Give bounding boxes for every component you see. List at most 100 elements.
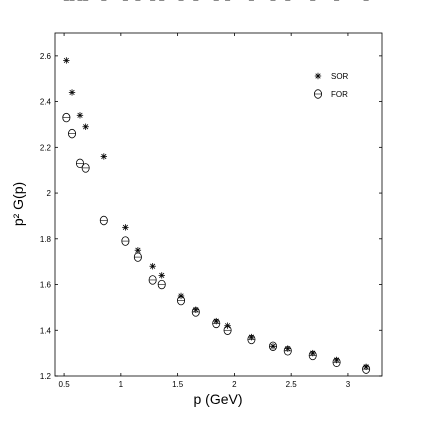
data-point-sor xyxy=(134,0,142,254)
data-point-for xyxy=(212,318,221,329)
circle-marker xyxy=(148,275,157,285)
data-point-for xyxy=(99,215,108,226)
circle-marker xyxy=(177,295,186,306)
circle-marker xyxy=(212,318,221,329)
legend: SOR FOR xyxy=(313,72,349,99)
x-axis-title: p (GeV) xyxy=(193,391,242,407)
circle-marker xyxy=(68,128,77,139)
legend-marker-sor xyxy=(314,72,322,80)
data-point-for xyxy=(223,325,232,335)
data-point-for xyxy=(157,279,166,290)
data-point-for xyxy=(81,163,90,173)
legend-label-for: FOR xyxy=(331,90,348,99)
data-point-sor xyxy=(213,0,220,325)
star-stroke xyxy=(69,89,75,96)
data-point-sor xyxy=(269,0,277,350)
star-stroke xyxy=(159,272,165,278)
y-axis-title: p² G(p) xyxy=(10,182,26,226)
star-marker xyxy=(82,123,89,130)
star-stroke xyxy=(135,247,141,253)
y-tick-label: 1.8 xyxy=(40,235,52,244)
legend-marker-for xyxy=(313,89,322,99)
star-stroke xyxy=(63,57,69,64)
x-tick-label: 1 xyxy=(119,380,124,389)
circle-marker xyxy=(191,307,200,317)
data-point-for xyxy=(133,252,142,262)
circle-marker xyxy=(362,364,371,374)
y-tick-label: 2.4 xyxy=(40,98,52,107)
y-tick-label: 1.2 xyxy=(40,372,52,381)
y-axis-ticks: 1.2 1.4 1.6 1.8 2 2.2 2.4 2.6 xyxy=(40,52,382,381)
data-point-for xyxy=(121,236,130,246)
circle-marker xyxy=(223,325,232,335)
circle-marker xyxy=(62,112,71,123)
star-marker xyxy=(68,89,76,96)
data-point-for xyxy=(148,275,157,285)
data-point-for xyxy=(332,357,341,367)
data-point-sor xyxy=(82,0,89,130)
data-point-sor xyxy=(177,0,185,300)
data-point-sor xyxy=(309,0,316,357)
circle-marker xyxy=(81,163,90,173)
star-marker xyxy=(100,153,108,160)
y-tick-label: 2.2 xyxy=(40,143,52,152)
data-point-sor xyxy=(362,0,370,371)
data-point-sor xyxy=(333,0,340,364)
y-tick-label: 2.6 xyxy=(40,52,52,61)
data-point-for xyxy=(268,341,277,351)
circle-marker xyxy=(121,236,130,246)
data-point-sor xyxy=(122,0,129,231)
data-point-for xyxy=(177,295,186,306)
circle-marker xyxy=(75,158,84,169)
data-point-for xyxy=(191,307,200,317)
legend-label-sor: SOR xyxy=(331,72,349,81)
star-stroke xyxy=(150,263,156,269)
plot-frame xyxy=(54,32,383,377)
y-tick-label: 2 xyxy=(47,189,52,198)
star-marker xyxy=(122,224,129,231)
data-point-sor xyxy=(100,0,108,160)
star-marker xyxy=(134,247,142,254)
x-tick-label: 2 xyxy=(232,380,237,389)
data-point-for xyxy=(75,158,84,169)
star-marker xyxy=(63,57,70,64)
data-point-for xyxy=(283,346,292,356)
x-tick-label: 2.5 xyxy=(286,380,298,389)
circle-marker xyxy=(283,346,292,356)
y-tick-label: 1.4 xyxy=(40,326,52,335)
star-stroke xyxy=(101,153,107,160)
circle-marker xyxy=(157,279,166,290)
data-point-for xyxy=(68,128,77,139)
data-point-for xyxy=(62,112,71,123)
data-point-sor xyxy=(149,0,156,270)
star-stroke xyxy=(83,124,89,130)
star-stroke xyxy=(122,224,128,230)
data-point-for xyxy=(308,350,317,361)
data-point-sor xyxy=(192,0,199,313)
x-axis-ticks: 0.5 1 1.5 2 2.5 3 xyxy=(59,33,351,389)
series-layer xyxy=(62,0,371,374)
star-stroke xyxy=(315,73,321,79)
star-stroke xyxy=(77,112,83,118)
series-for xyxy=(62,112,371,374)
x-tick-label: 3 xyxy=(346,380,351,389)
data-point-sor xyxy=(68,0,76,96)
data-point-sor xyxy=(63,0,70,64)
y-tick-label: 1.6 xyxy=(40,281,52,290)
x-tick-label: 1.5 xyxy=(172,380,184,389)
circle-marker xyxy=(308,350,317,361)
data-point-sor xyxy=(284,0,291,352)
circle-marker xyxy=(268,341,277,351)
circle-marker xyxy=(99,215,108,226)
star-marker xyxy=(76,112,84,119)
series-sor xyxy=(63,0,370,371)
data-point-for xyxy=(247,334,256,345)
data-point-sor xyxy=(248,0,255,341)
data-point-for xyxy=(362,364,371,374)
star-marker xyxy=(158,272,165,279)
circle-marker xyxy=(247,334,256,345)
data-point-sor xyxy=(224,0,231,329)
star-marker xyxy=(149,263,156,270)
circle-marker xyxy=(133,252,142,262)
data-point-sor xyxy=(76,0,84,119)
